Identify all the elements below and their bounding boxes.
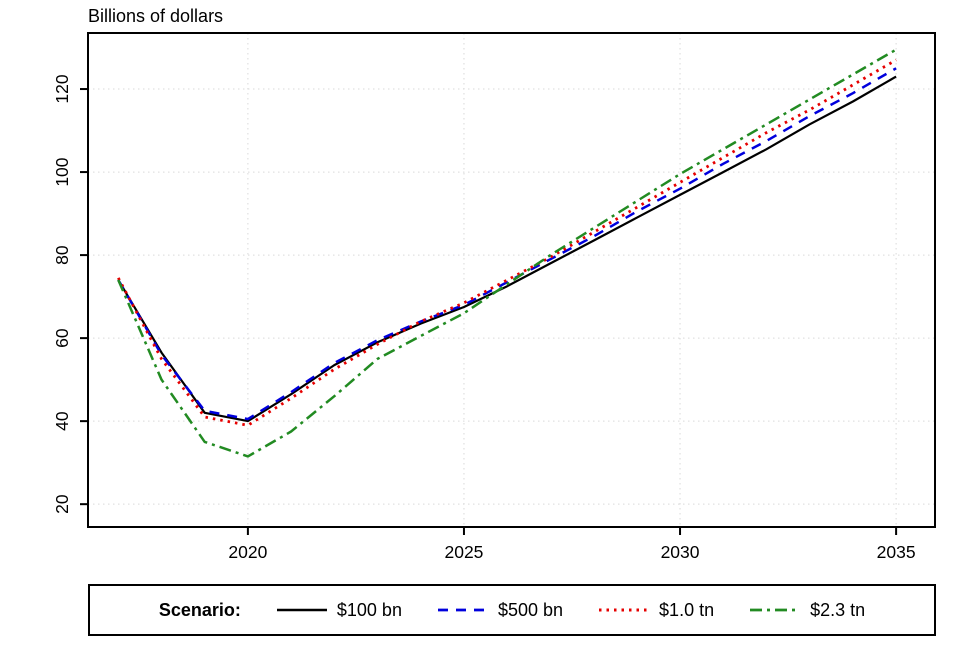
legend-line-sample	[437, 608, 488, 612]
y-tick-label: 100	[52, 157, 72, 186]
y-tick-label: 40	[52, 411, 72, 431]
series-line--2-3-tn	[117, 48, 897, 458]
series-line--100-bn	[117, 75, 897, 423]
legend-item-label: $1.0 tn	[659, 599, 715, 620]
series-line--1-0-tn	[117, 58, 897, 427]
legend-item: $100 bn	[276, 599, 402, 621]
x-tick-label: 2025	[444, 542, 483, 562]
y-tick-label: 80	[52, 245, 72, 265]
legend-item: $500 bn	[437, 599, 564, 621]
legend-item-label: $500 bn	[497, 599, 564, 620]
legend-item: $1.0 tn	[599, 600, 714, 621]
y-tick-label: 60	[52, 328, 72, 348]
chart-title: Billions of dollars	[88, 6, 224, 26]
x-tick-label: 2035	[877, 542, 916, 562]
legend-label: Scenario:	[158, 599, 241, 620]
legend-line-sample	[599, 608, 650, 612]
x-tick-label: 2020	[228, 542, 267, 562]
legend-item: $2.3 tn	[750, 600, 865, 621]
series-line--500-bn	[117, 67, 897, 421]
legend-item-label: $2.3 tn	[810, 599, 866, 620]
legend: Scenario: $100 bn $500 bn $1.0 tn $2.3 tn	[88, 584, 936, 636]
y-tick-label: 20	[52, 494, 72, 514]
legend-line-sample	[276, 608, 327, 612]
plot-border	[87, 32, 936, 528]
legend-items: $100 bn $500 bn $1.0 tn $2.3 tn	[276, 599, 865, 621]
legend-line-sample	[750, 608, 801, 612]
y-tick-label: 120	[52, 74, 72, 103]
x-tick-label: 2030	[661, 542, 700, 562]
legend-item-label: $100 bn	[336, 599, 402, 620]
